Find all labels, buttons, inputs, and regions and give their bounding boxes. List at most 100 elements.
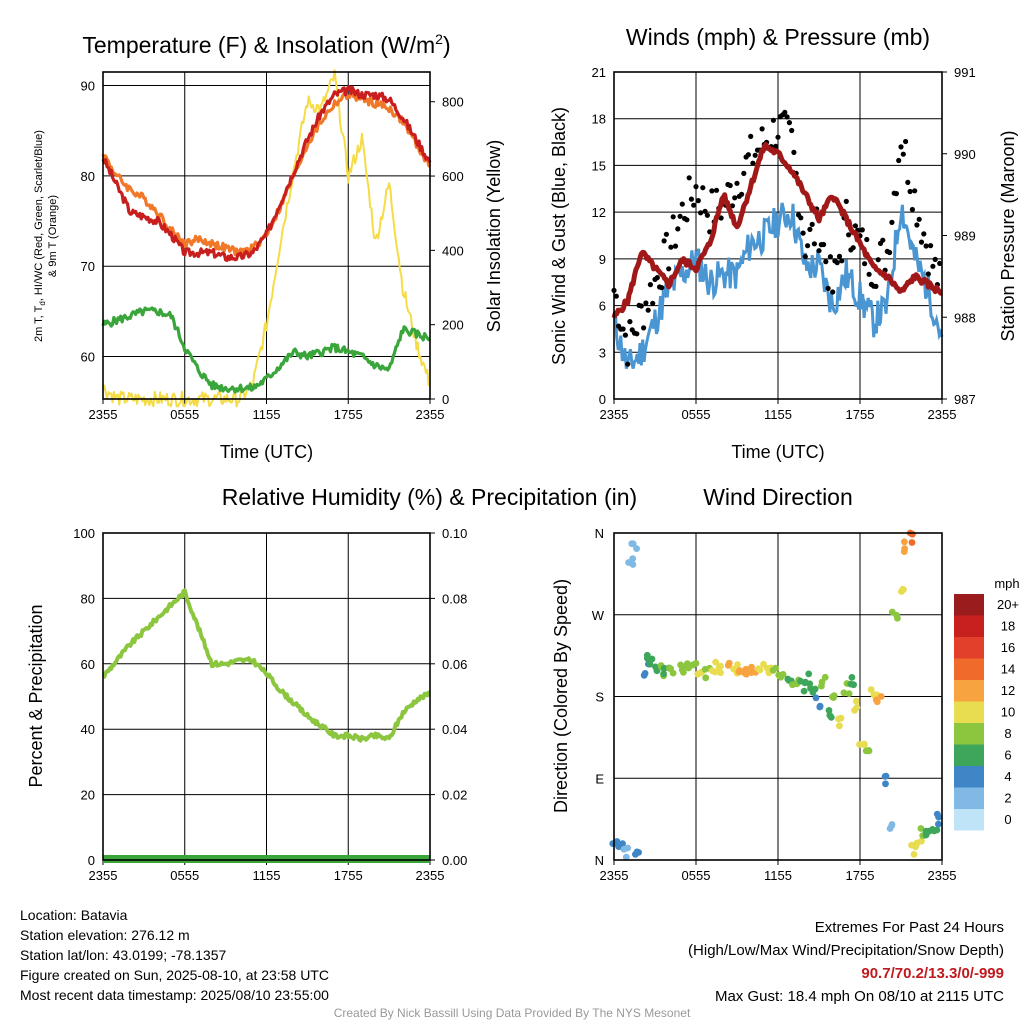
chart1-gust-point (672, 243, 679, 249)
chart1-gust-point (750, 160, 756, 166)
chart3-title: Wind Direction (703, 484, 853, 510)
chart2-xtick-label: 0555 (170, 868, 199, 883)
colorbar-title: mph (994, 576, 1019, 591)
chart1-gust-point (839, 258, 845, 264)
colorbar-swatch (954, 787, 984, 809)
chart3-direction-point (867, 686, 875, 693)
chart3-xtick-label: 2355 (600, 868, 629, 883)
chart3-direction-point (624, 844, 632, 852)
chart1-gust-point (846, 232, 852, 238)
chart1-y2label: Station Pressure (Maroon) (998, 130, 1018, 341)
chart1-gust-point (659, 285, 665, 291)
chart3-direction-point (628, 540, 636, 548)
chart1-gust-point (759, 126, 765, 132)
chart2-xtick-label: 2355 (416, 868, 445, 883)
chart1-y2tick-label: 990 (954, 147, 976, 162)
chart1-gust-point (775, 134, 781, 140)
chart1-gust-point (661, 238, 667, 244)
chart1-gust-point (889, 219, 895, 225)
chart1-gust-point (864, 236, 870, 243)
chart3-direction-point (800, 687, 808, 695)
location-text: Location: Batavia (20, 907, 128, 923)
chart0-ytick-label: 80 (81, 169, 95, 184)
chart3-direction-point (853, 704, 861, 711)
chart1-xlabel: Time (UTC) (731, 442, 824, 462)
chart2-title: Relative Humidity (%) & Precipitation (i… (222, 484, 637, 510)
chart1-gust-point (773, 143, 779, 149)
station-info: Location: Batavia Station elevation: 276… (20, 905, 329, 1005)
chart0-ylabel-line2: & 9m T (Orange) (47, 195, 59, 277)
chart1-gust-point (748, 133, 754, 139)
chart1-gust-point (921, 231, 927, 237)
chart0-xtick-label: 2355 (416, 407, 445, 422)
chart1-gust-point (627, 319, 633, 325)
chart1-gust-point (739, 191, 745, 197)
recent-text: Most recent data timestamp: 2025/08/10 2… (20, 987, 329, 1003)
chart3-direction-point (852, 697, 860, 705)
chart2-ytick-label: 0 (88, 853, 95, 868)
chart3-direction-point (684, 660, 691, 667)
chart3-direction-point (805, 670, 813, 678)
chart1-gust-point (686, 175, 692, 181)
chart1-gust-point (800, 230, 806, 236)
chart3-direction-point (772, 664, 780, 672)
chart0-title: Temperature (F) & Insolation (W/m2) (82, 31, 450, 58)
chart3-direction-point (633, 545, 640, 552)
chart2-xtick-label: 1755 (334, 868, 363, 883)
chart3-direction-point (840, 689, 848, 697)
chart1-y2tick-label: 988 (954, 310, 976, 325)
chart3-direction-point (789, 681, 796, 689)
chart1-title: Winds (mph) & Pressure (mb) (626, 24, 930, 50)
chart1-xtick-label: 0555 (682, 407, 711, 422)
chart2-y2tick-label: 0.08 (442, 591, 467, 606)
chart1-gust-point (898, 144, 904, 150)
chart3-direction-point (908, 539, 916, 546)
chart1-gust-point (916, 216, 922, 222)
chart2-y2tick-label: 0.02 (442, 788, 467, 803)
chart3-direction-point (922, 831, 930, 839)
chart1-gust-point (930, 263, 936, 269)
chart1-gust-point (691, 202, 697, 208)
chart3-direction-point (680, 668, 687, 676)
chart1-gust-point (641, 325, 647, 331)
chart0-y2tick-label: 0 (442, 392, 449, 407)
chart3-direction-point (913, 839, 921, 847)
chart3-direction-point (935, 820, 942, 828)
colorbar-swatch (954, 809, 984, 831)
chart1-gust-point (830, 289, 836, 295)
chart1-y2tick-label: 987 (954, 392, 976, 407)
chart3-direction-point (809, 689, 817, 696)
chart3-direction-point (646, 660, 654, 668)
colorbar-swatch (954, 744, 984, 766)
chart1-gust-point (698, 210, 704, 216)
chart1-gust-point (709, 188, 715, 194)
chart1-gust-point (752, 152, 758, 158)
chart3-direction-point (629, 555, 637, 563)
chart1-gust-point (821, 241, 827, 248)
chart2-ytick-label: 100 (73, 526, 95, 541)
chart3-direction-point (877, 693, 885, 700)
chart1-gust-point (647, 282, 654, 288)
chart1-gust-point (727, 182, 733, 189)
chart3-direction-point (812, 694, 820, 702)
chart1-gust-point (663, 231, 670, 237)
chart1-xtick-label: 2355 (928, 407, 957, 422)
chart0-xtick-label: 1155 (253, 407, 281, 422)
colorbar-label: 8 (1004, 726, 1011, 741)
chart3-direction-point (692, 659, 700, 667)
chart1-gust-point (638, 303, 644, 309)
chart3-direction-point (856, 741, 863, 748)
chart1-gust-point (654, 275, 660, 281)
chart2-ytick-label: 20 (81, 788, 95, 803)
chart1-ylabel: Sonic Wind & Gust (Blue, Black) (549, 107, 569, 365)
colorbar-label: 16 (1001, 640, 1015, 655)
chart3-direction-point (910, 851, 918, 858)
chart1-ytick-label: 21 (592, 65, 606, 80)
chart1-gust-point (912, 188, 918, 194)
chart3-ytick-label: S (595, 690, 604, 705)
chart3-direction-point (882, 772, 890, 780)
chart3-direction-point (777, 673, 785, 681)
chart1-gust-point (634, 331, 640, 337)
chart2-y2tick-label: 0.10 (442, 526, 467, 541)
chart1-gust-point (782, 109, 788, 115)
